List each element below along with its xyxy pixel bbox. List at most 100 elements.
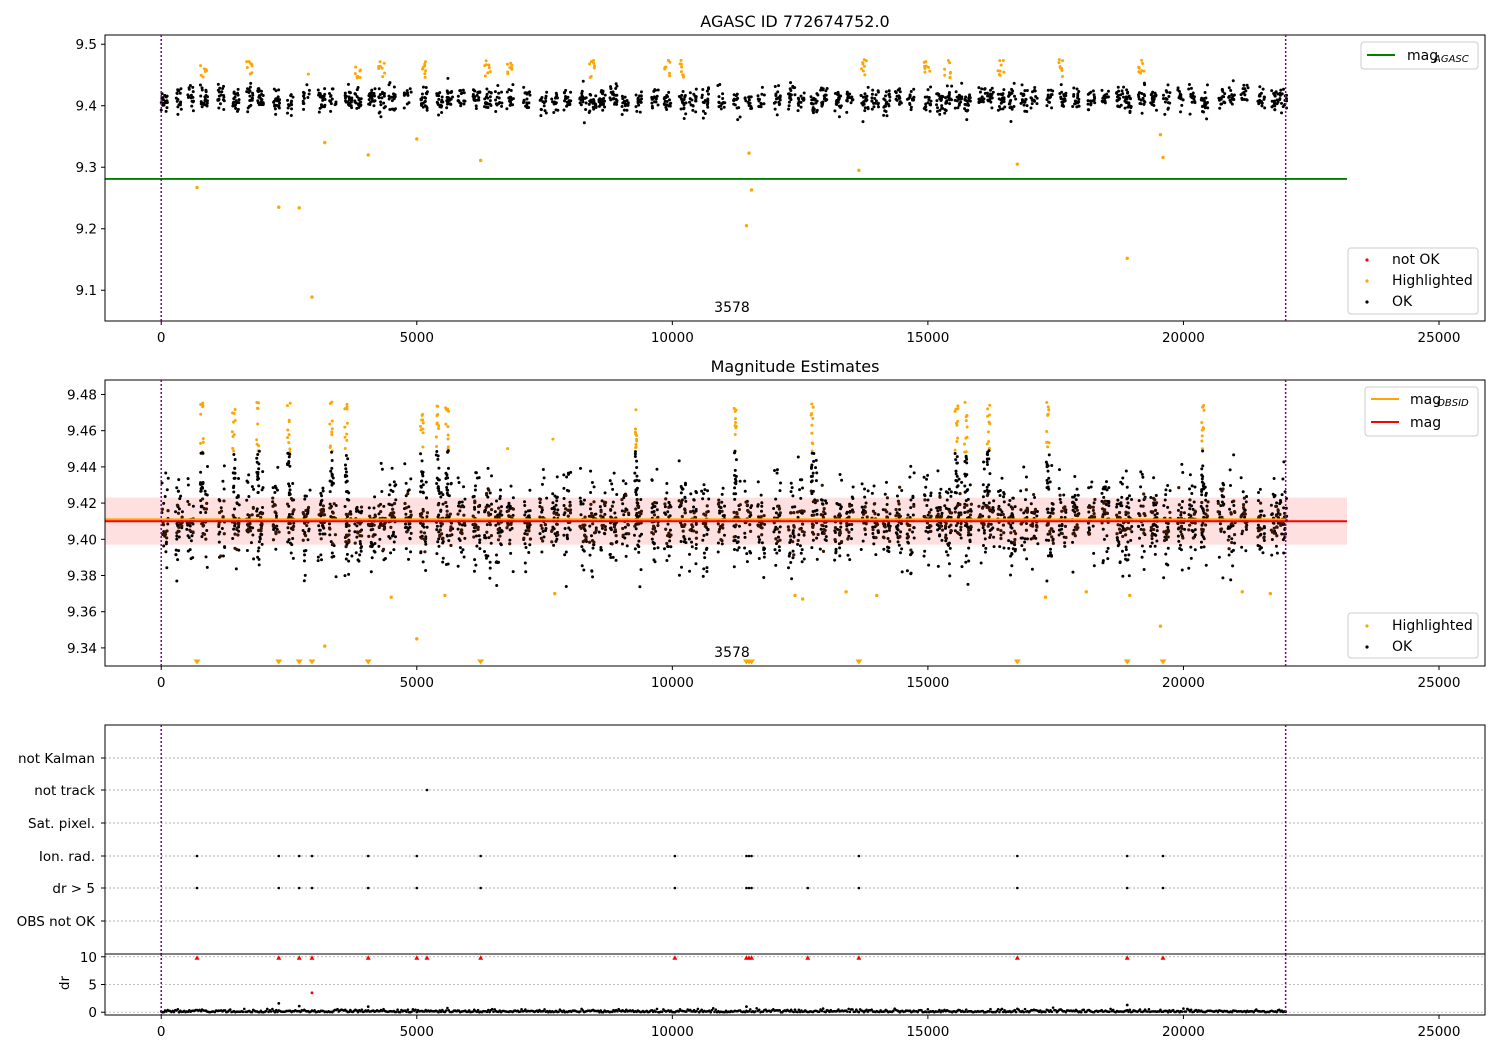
point-ok xyxy=(985,485,989,489)
point-highlighted xyxy=(343,425,347,429)
point-ok xyxy=(435,524,439,528)
point-ok xyxy=(344,94,348,98)
point-ok xyxy=(701,116,705,120)
point-ok xyxy=(440,100,444,104)
point-ok xyxy=(944,539,948,543)
point-highlighted xyxy=(680,65,684,69)
point-ok xyxy=(175,531,179,535)
point-ok xyxy=(1087,510,1091,514)
point-ok xyxy=(287,482,291,486)
point-ok xyxy=(588,524,592,528)
point-ok xyxy=(373,87,377,91)
point-ok xyxy=(437,94,441,98)
point-ok xyxy=(1035,510,1039,514)
point-ok xyxy=(1124,548,1128,552)
point-ok xyxy=(474,471,478,475)
point-ok xyxy=(274,547,278,551)
point-highlighted xyxy=(286,436,290,440)
point-highlighted xyxy=(201,75,205,79)
point-ok xyxy=(594,526,598,530)
point-highlighted xyxy=(446,425,450,429)
point-ok xyxy=(165,536,169,540)
point-ok xyxy=(983,537,987,541)
point-ok xyxy=(255,470,259,474)
point-ok xyxy=(680,523,684,527)
point-ok xyxy=(1243,87,1247,91)
point-ok xyxy=(968,513,973,517)
point-ok xyxy=(1060,100,1064,104)
point-ok xyxy=(232,100,236,104)
point-ok xyxy=(626,522,630,527)
point-ok xyxy=(259,526,263,530)
point-ok xyxy=(977,86,981,90)
point-ok xyxy=(321,98,325,102)
point-ok xyxy=(655,467,659,471)
point-highlighted xyxy=(996,69,1000,73)
point-ok xyxy=(1001,92,1005,96)
point-ok xyxy=(846,536,850,541)
point-ok xyxy=(1191,536,1195,540)
point-ok xyxy=(1115,513,1119,517)
point-highlighted xyxy=(343,446,347,450)
point-ok xyxy=(815,557,819,561)
point-ok xyxy=(278,101,282,105)
point-ok xyxy=(1126,501,1130,505)
point-ok xyxy=(953,507,957,511)
point-ok xyxy=(302,93,306,97)
point-ok xyxy=(863,92,867,96)
point-ok xyxy=(522,85,526,89)
point-ok xyxy=(1091,89,1095,93)
point-highlighted xyxy=(1057,61,1061,65)
point-ok xyxy=(1244,98,1248,102)
point-ok xyxy=(435,482,439,486)
point-highlighted xyxy=(733,417,737,421)
point-ok xyxy=(523,532,527,536)
point-ok xyxy=(636,543,640,547)
point-ok xyxy=(436,102,440,106)
point-ok xyxy=(811,489,815,493)
point-ok xyxy=(218,530,222,534)
point-ok xyxy=(394,498,398,502)
point-ok xyxy=(421,522,425,526)
point-ok xyxy=(328,502,332,506)
point-ok xyxy=(176,511,181,515)
point-ok xyxy=(886,549,890,553)
point-ok xyxy=(621,97,625,101)
point-ok xyxy=(539,536,543,540)
point-ok xyxy=(718,511,722,515)
point-ok xyxy=(474,534,478,538)
point-ok xyxy=(344,467,348,471)
point-highlighted xyxy=(734,420,738,424)
point-ok xyxy=(655,508,659,512)
point-ok xyxy=(1116,498,1120,502)
point-ok xyxy=(1153,513,1157,517)
point-ok xyxy=(666,545,670,549)
point-ok xyxy=(873,96,877,100)
point-ok xyxy=(1155,529,1159,533)
point-ok xyxy=(811,509,815,513)
point-ok xyxy=(275,524,279,528)
point-ok xyxy=(990,510,994,514)
point-ok xyxy=(888,99,892,103)
point-ok xyxy=(186,534,190,538)
point-ok xyxy=(1046,554,1050,558)
point-ok xyxy=(1152,501,1156,505)
point-ok xyxy=(967,528,971,532)
point-ok xyxy=(703,488,707,492)
point-ok xyxy=(594,512,598,516)
point-ok xyxy=(592,100,596,104)
point-ok xyxy=(624,493,628,498)
point-ok xyxy=(860,482,864,486)
point-ok xyxy=(1102,485,1106,489)
point-ok xyxy=(965,118,969,122)
point-ok xyxy=(929,491,933,495)
point-ok xyxy=(876,105,880,109)
point-ok xyxy=(985,488,989,492)
point-ok xyxy=(256,477,260,481)
point-highlighted xyxy=(948,75,952,79)
point-ok xyxy=(164,95,168,99)
point-ok xyxy=(866,85,870,89)
point-ok xyxy=(1221,89,1225,93)
point-ok xyxy=(1270,99,1274,103)
point-ok xyxy=(707,497,711,501)
